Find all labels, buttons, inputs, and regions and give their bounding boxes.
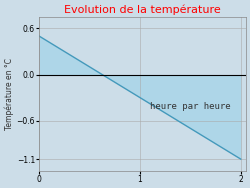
Y-axis label: Température en °C: Température en °C [4, 58, 14, 130]
Text: heure par heure: heure par heure [150, 102, 231, 111]
Title: Evolution de la température: Evolution de la température [64, 4, 221, 15]
